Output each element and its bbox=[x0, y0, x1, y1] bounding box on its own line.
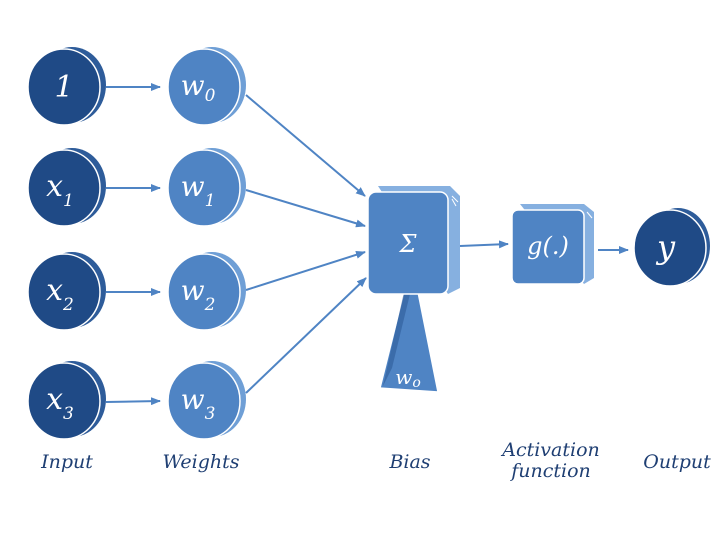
svg-text:x3: x3 bbox=[46, 382, 74, 424]
arrow-input-3 bbox=[105, 397, 161, 406]
input-label-2: x bbox=[46, 273, 63, 308]
arrow-weight-3 bbox=[245, 277, 367, 394]
weight-node-1: w1 bbox=[167, 148, 246, 227]
sum-box: Σ bbox=[367, 186, 460, 295]
bias-label: w bbox=[395, 365, 412, 389]
output-label: y bbox=[655, 228, 676, 266]
weight-sub-0: 0 bbox=[205, 86, 216, 106]
input-sub-1: 1 bbox=[63, 191, 74, 211]
caption-weights: Weights bbox=[162, 451, 239, 473]
input-node-3: x3 bbox=[27, 361, 106, 440]
weight-label-1: w bbox=[181, 170, 205, 203]
input-sub-3: 3 bbox=[63, 404, 74, 424]
svg-text:wo: wo bbox=[395, 365, 421, 391]
bias-stand: wo bbox=[379, 291, 439, 393]
input-node-1: x1 bbox=[27, 148, 106, 227]
weight-node-2: w2 bbox=[167, 252, 246, 331]
svg-text:w3: w3 bbox=[181, 383, 216, 424]
caption-activation-line2: function bbox=[509, 460, 591, 482]
svg-text:w0: w0 bbox=[181, 69, 216, 106]
input-node-0: 1 bbox=[27, 47, 106, 126]
weight-sum-arrows bbox=[245, 94, 367, 394]
svg-text:x2: x2 bbox=[46, 273, 74, 315]
arrow-weight-2 bbox=[245, 250, 366, 291]
input-sub-2: 2 bbox=[62, 295, 74, 315]
svg-text:w2: w2 bbox=[181, 274, 216, 315]
weight-label-3: w bbox=[181, 383, 205, 416]
weight-sub-1: 1 bbox=[205, 191, 216, 211]
caption-output: Output bbox=[643, 451, 711, 473]
bias-sub: o bbox=[412, 375, 420, 391]
activation-label: g(.) bbox=[527, 232, 569, 260]
input-weight-arrows bbox=[105, 83, 161, 406]
input-label-1: x bbox=[46, 169, 63, 204]
svg-text:x1: x1 bbox=[46, 169, 74, 211]
weight-node-0: w0 bbox=[167, 47, 246, 126]
caption-activation-line1: Activation bbox=[500, 439, 600, 461]
input-node-2: x2 bbox=[27, 252, 106, 331]
input-label-0: 1 bbox=[54, 70, 73, 105]
activation-box: g(.) bbox=[511, 204, 594, 285]
input-label-3: x bbox=[46, 382, 63, 417]
weight-node-3: w3 bbox=[167, 361, 246, 440]
weight-label-0: w bbox=[181, 69, 205, 102]
sum-symbol: Σ bbox=[399, 230, 418, 258]
svg-text:w1: w1 bbox=[181, 170, 216, 211]
arrow-weight-0 bbox=[245, 94, 366, 197]
svg-text:1: 1 bbox=[54, 70, 73, 105]
output-node: y bbox=[633, 208, 710, 287]
caption-input: Input bbox=[40, 451, 93, 473]
weight-sub-3: 3 bbox=[205, 404, 216, 424]
weight-label-2: w bbox=[181, 274, 205, 307]
caption-bias: Bias bbox=[388, 451, 430, 473]
arrow-weight-1 bbox=[245, 189, 366, 228]
arrow-sum-activation bbox=[459, 240, 509, 249]
weight-sub-2: 2 bbox=[204, 295, 216, 315]
